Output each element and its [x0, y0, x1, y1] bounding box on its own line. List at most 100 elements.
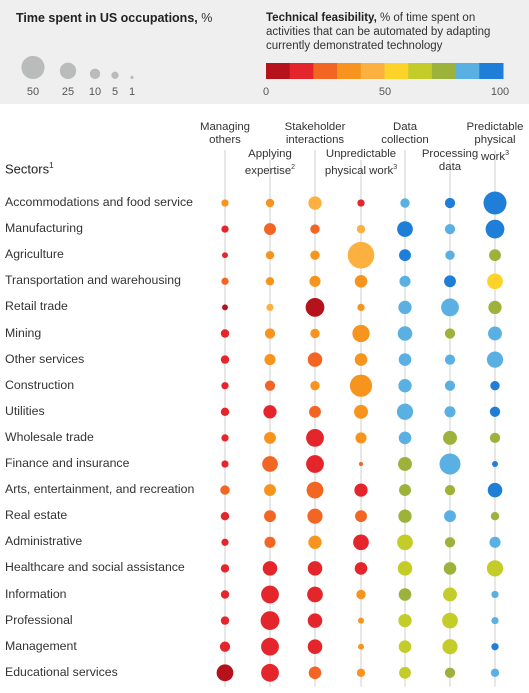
bubble-r5-c6: [488, 326, 502, 341]
bubble-r18-c0: [216, 664, 234, 682]
bubble-r13-c4: [397, 534, 413, 551]
bubble-r1-c3: [356, 224, 366, 234]
sector-label: Administrative: [5, 534, 83, 549]
bubble-r10-c4: [398, 457, 412, 471]
sector-label: Information: [5, 586, 67, 601]
bubble-r15-c1: [261, 585, 279, 604]
column-header-1: Applying expertise2: [244, 148, 296, 177]
bubble-r6-c0: [220, 355, 230, 364]
bubble-r1-c0: [221, 225, 229, 233]
bubble-r9-c6: [489, 432, 501, 444]
bubble-r16-c2: [307, 613, 323, 628]
bubble-r16-c5: [442, 612, 458, 629]
bubble-r1-c5: [444, 223, 456, 235]
sector-label: Real estate: [5, 508, 68, 523]
bubble-r1-c2: [310, 224, 320, 234]
sector-label: Manufacturing: [5, 221, 83, 236]
column-header-6: Predictable physical work3: [466, 121, 524, 163]
bubble-r4-c1: [266, 303, 274, 312]
bubble-r13-c1: [264, 536, 276, 548]
bubble-r11-c3: [354, 483, 368, 497]
bubble-r12-c1: [264, 510, 276, 523]
bubble-r13-c5: [444, 537, 456, 548]
bubble-r0-c4: [400, 198, 410, 208]
bubble-r14-c5: [443, 562, 457, 575]
column-header-4: Data collection: [381, 121, 429, 146]
sector-label: Mining: [5, 325, 42, 340]
bubble-r0-c2: [308, 196, 322, 210]
bubble-r7-c5: [444, 380, 456, 391]
bubble-r3-c4: [399, 275, 411, 287]
bubble-r2-c3: [347, 241, 375, 269]
bubble-r5-c2: [310, 328, 320, 339]
scale-label-100: 100: [490, 86, 510, 98]
scale-label-0: 0: [262, 86, 270, 98]
column-header-3: Unpredictable physical work3: [324, 148, 398, 177]
color-scale-step-5: [384, 63, 409, 79]
bubble-r10-c2: [306, 455, 324, 473]
bubble-r6-c1: [264, 354, 276, 366]
color-scale-step-7: [431, 63, 457, 79]
bubble-r15-c6: [491, 590, 499, 599]
bubble-r4-c4: [398, 300, 412, 315]
color-scale-step-6: [408, 63, 433, 79]
bubble-r13-c3: [353, 534, 369, 551]
bubble-r7-c6: [490, 381, 500, 391]
bubble-r12-c5: [444, 510, 456, 523]
bubble-r10-c3: [358, 461, 364, 467]
bubble-r6-c4: [398, 353, 412, 366]
bubble-r12-c2: [307, 508, 323, 524]
bubble-r18-c2: [308, 666, 322, 680]
bubble-r9-c0: [221, 434, 229, 442]
sector-label: Educational services: [5, 664, 118, 679]
bubble-r14-c1: [262, 561, 278, 576]
bubble-r14-c2: [307, 561, 323, 576]
bubble-r12-c4: [398, 509, 412, 523]
bubble-r17-c5: [442, 639, 458, 655]
bubble-r2-c0: [222, 252, 228, 259]
bubble-r11-c6: [487, 482, 503, 498]
size-legend-circle-25: [59, 62, 77, 79]
bubble-r11-c4: [399, 484, 411, 497]
bubble-r17-c1: [261, 637, 279, 656]
size-legend-label-1: 1: [128, 86, 136, 98]
bubble-r4-c3: [357, 303, 365, 312]
bubble-r17-c3: [358, 643, 364, 650]
bubble-r5-c0: [220, 329, 230, 338]
bubble-r2-c1: [265, 251, 275, 260]
bubble-r14-c6: [486, 560, 504, 577]
bubble-r0-c0: [221, 199, 229, 207]
bubble-r11-c2: [306, 481, 324, 499]
bubble-r18-c4: [399, 666, 411, 679]
bubble-r7-c0: [221, 382, 229, 390]
bubble-r11-c1: [264, 484, 276, 497]
sectors-header: Sectors1: [5, 161, 54, 177]
size-legend-label-50: 50: [26, 86, 40, 98]
size-legend-label-5: 5: [111, 86, 119, 98]
bubble-r3-c2: [309, 275, 321, 287]
bubble-r4-c6: [488, 300, 502, 315]
bubble-r9-c5: [443, 430, 457, 445]
bubble-r6-c6: [486, 351, 504, 368]
bubble-r7-c1: [264, 380, 276, 391]
bubble-r0-c3: [357, 199, 365, 207]
bubble-r1-c4: [397, 221, 413, 237]
bubble-r9-c1: [264, 431, 276, 444]
bubble-r16-c1: [260, 611, 280, 630]
bubble-r3-c3: [354, 275, 368, 288]
legend-graphics: [21, 55, 504, 79]
sector-label: Utilities: [5, 403, 45, 418]
color-scale-step-2: [313, 63, 338, 79]
sector-label: Retail trade: [5, 299, 68, 314]
bubble-r6-c5: [444, 354, 456, 365]
bubble-r6-c3: [354, 353, 368, 366]
bubble-r4-c5: [441, 298, 459, 317]
bubble-r8-c6: [489, 406, 501, 417]
bubble-r17-c6: [491, 643, 499, 651]
bubble-r10-c1: [262, 456, 278, 472]
bubble-r10-c6: [492, 461, 498, 467]
bubble-r2-c2: [310, 250, 320, 260]
bubble-r2-c5: [445, 250, 455, 260]
bubble-r8-c2: [309, 405, 321, 418]
